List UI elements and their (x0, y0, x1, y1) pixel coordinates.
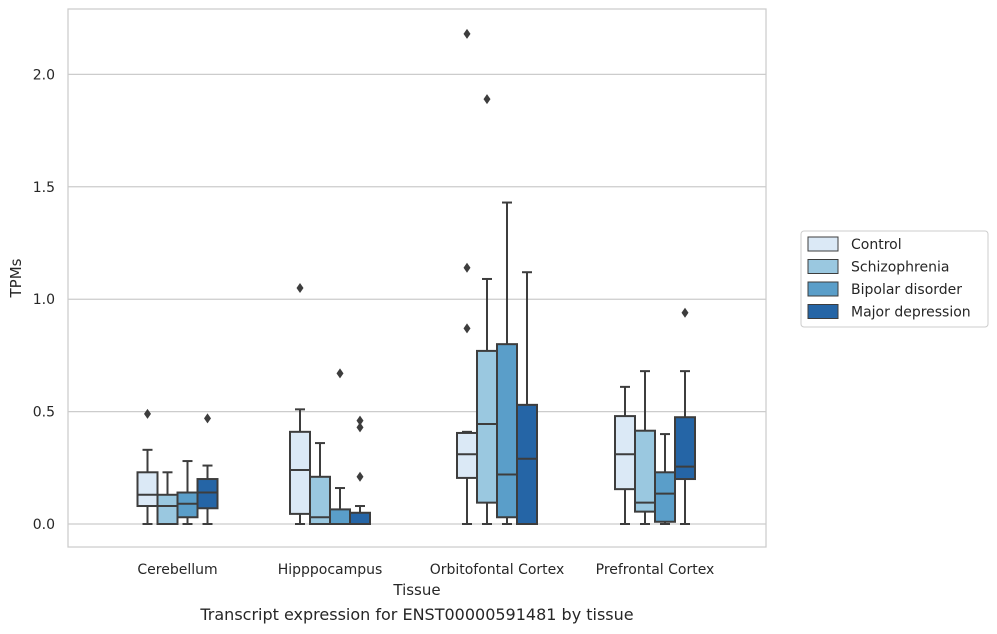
outlier-point (483, 94, 491, 105)
outlier-point (463, 323, 471, 334)
box (349, 415, 371, 526)
box-body (176, 491, 199, 519)
box (136, 408, 159, 525)
box-body (496, 343, 518, 519)
outlier-point (204, 413, 211, 424)
plot-area (68, 9, 766, 547)
box-body (654, 471, 676, 523)
y-tick-labels: 0.0 0.5 1.0 1.5 2.0 (33, 67, 55, 533)
legend-label: Major depression (851, 305, 971, 321)
series-bipolar-disorder (176, 201, 676, 526)
outlier-point (463, 28, 471, 39)
outlier-point (336, 368, 344, 379)
y-tick-label: 1.5 (33, 180, 55, 196)
box (176, 460, 199, 525)
box (634, 370, 656, 525)
box-body (674, 416, 696, 481)
legend-frame (800, 230, 989, 328)
y-tick-label: 0.5 (33, 405, 55, 421)
box-body (156, 493, 179, 525)
x-tick-label: Orbitofontal Cortex (430, 562, 565, 578)
legend-swatch (807, 236, 839, 252)
box (156, 471, 179, 525)
box-body (329, 508, 351, 526)
box (516, 271, 538, 525)
x-tick-labels: Cerebellum Hipppocampus Orbitofontal Corte… (137, 562, 714, 578)
box-body (309, 475, 331, 525)
x-tick-label: Prefrontal Cortex (596, 562, 715, 578)
legend-items: Control Schizophrenia Bipolar disorder Majo… (807, 236, 971, 321)
outlier-point (356, 471, 364, 482)
legend: Control Schizophrenia Bipolar disorder Majo… (800, 230, 989, 328)
x-axis-label: Tissue (392, 581, 440, 599)
box (289, 282, 311, 525)
legend-swatch (807, 259, 839, 274)
box (456, 28, 478, 525)
box-body (614, 415, 636, 491)
outlier-point (681, 307, 689, 318)
legend-label: Schizophrenia (851, 260, 949, 276)
box-body (136, 471, 159, 508)
outlier-point (463, 262, 471, 273)
y-axis-label: TPMs (7, 258, 25, 298)
box-body (634, 429, 656, 513)
outlier-point (356, 422, 364, 433)
y-tick-label: 1.0 (33, 292, 55, 308)
box-body (516, 403, 538, 525)
chart-caption: Transcript expression for ENST0000059148… (200, 605, 634, 624)
box-body (196, 478, 219, 510)
box (329, 368, 351, 526)
legend-swatch (807, 304, 839, 319)
box-series (136, 28, 696, 526)
series-schizophrenia (156, 94, 656, 525)
outlier-point (144, 408, 151, 419)
outlier-point (296, 282, 304, 293)
box-body (289, 430, 311, 515)
box-body (476, 349, 498, 504)
outlier-point (356, 415, 364, 426)
series-major-depression (196, 271, 696, 526)
y-tick-label: 2.0 (33, 67, 55, 83)
box-body (349, 511, 371, 526)
legend-swatch (807, 281, 839, 297)
box (309, 442, 331, 525)
legend-label: Bipolar disorder (851, 282, 962, 298)
y-tick-label: 0.0 (33, 517, 55, 533)
x-tick-label: Hipppocampus (278, 562, 383, 578)
box (654, 433, 676, 525)
legend-label: Control (851, 237, 902, 253)
box (196, 413, 219, 525)
x-tick-label: Cerebellum (137, 562, 217, 578)
plot-frame (67, 8, 767, 548)
box-body (456, 431, 478, 479)
box (674, 307, 696, 525)
